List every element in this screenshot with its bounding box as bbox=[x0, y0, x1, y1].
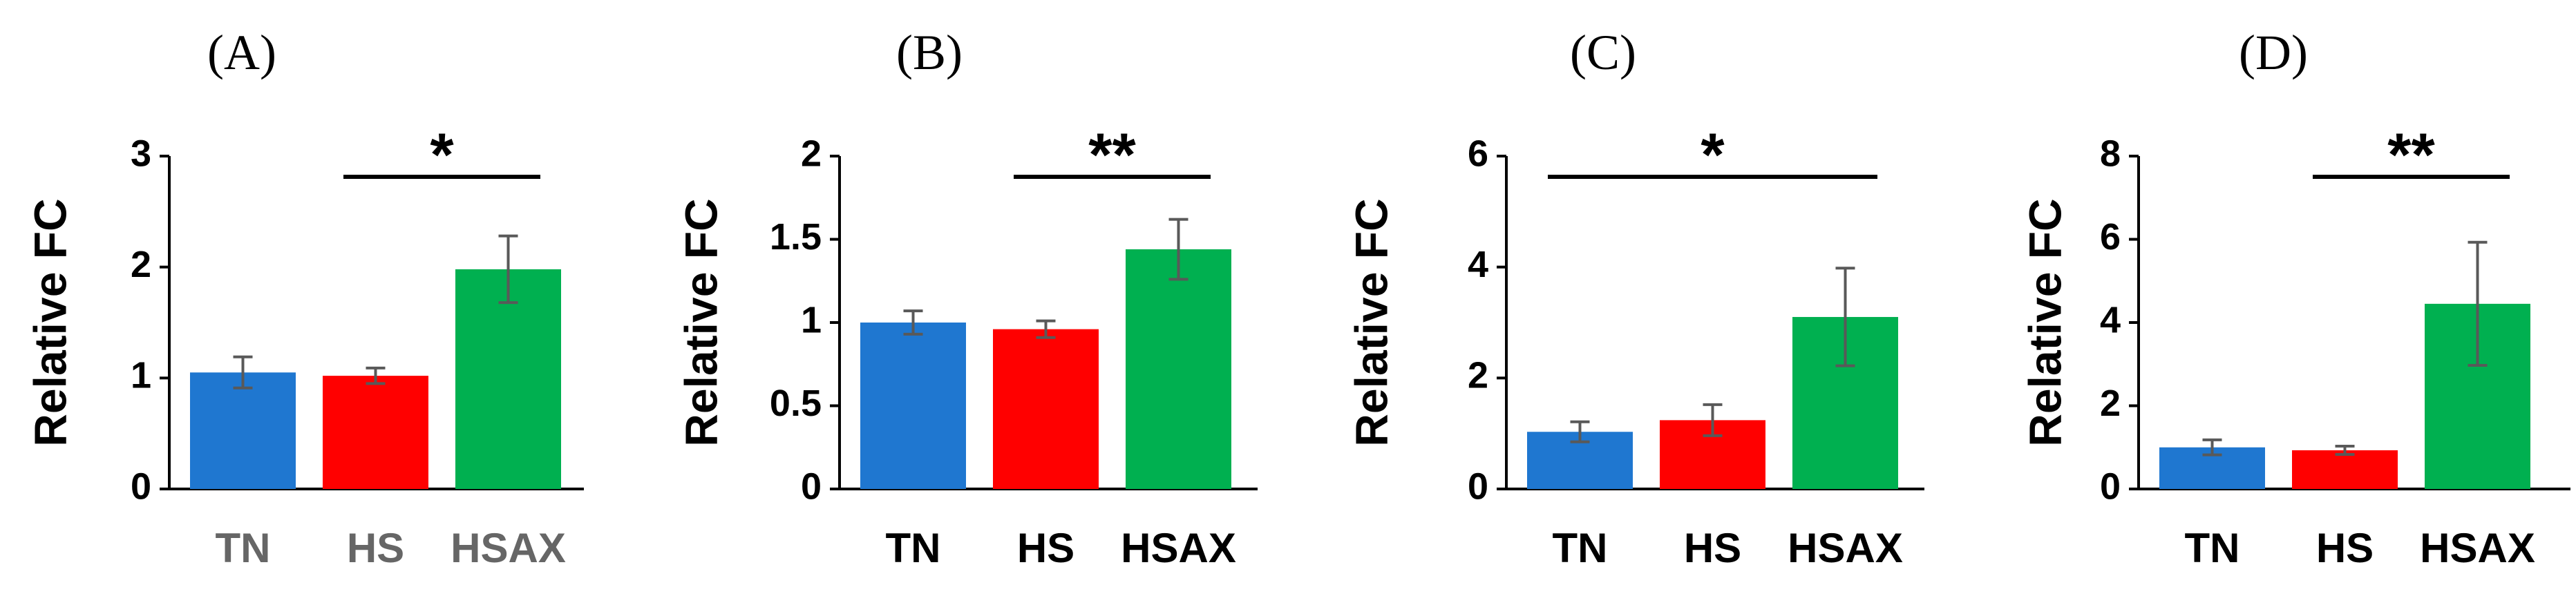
y-tick-label: 6 bbox=[1468, 133, 1488, 174]
y-tick-label: 3 bbox=[131, 133, 151, 174]
y-tick-label: 4 bbox=[1468, 244, 1488, 285]
bar-hsax bbox=[455, 269, 561, 489]
y-tick-label: 1 bbox=[131, 355, 151, 396]
y-tick-label: 0 bbox=[1468, 465, 1488, 507]
panel-label: (A) bbox=[207, 25, 276, 80]
bar-tn bbox=[190, 372, 296, 489]
y-tick-label: 0 bbox=[2100, 465, 2121, 507]
y-tick-label: 0.5 bbox=[770, 383, 822, 424]
y-tick-label: 2 bbox=[2100, 383, 2121, 424]
y-axis-label: Relative FC bbox=[24, 198, 75, 446]
category-label-hsax: HSAX bbox=[1788, 525, 1903, 571]
bar-hs bbox=[2292, 450, 2398, 489]
panel-label: (B) bbox=[896, 25, 963, 80]
y-tick-label: 2 bbox=[1468, 355, 1488, 396]
y-axis-label: Relative FC bbox=[675, 198, 726, 446]
bar-hsax bbox=[1126, 249, 1231, 489]
y-tick-label: 4 bbox=[2100, 299, 2121, 340]
significance-marker: * bbox=[1701, 120, 1725, 189]
bar-hs bbox=[993, 329, 1099, 489]
y-tick-label: 1 bbox=[801, 299, 822, 340]
bar-tn bbox=[860, 323, 966, 489]
category-label-tn: TN bbox=[1553, 525, 1608, 571]
category-label-hsax: HSAX bbox=[2420, 525, 2535, 571]
panel-label: (D) bbox=[2239, 25, 2308, 80]
y-tick-label: 0 bbox=[131, 465, 151, 507]
y-axis-label: Relative FC bbox=[2019, 198, 2070, 446]
y-tick-label: 2 bbox=[131, 244, 151, 285]
significance-marker: * bbox=[430, 120, 454, 189]
category-label-tn: TN bbox=[2185, 525, 2240, 571]
y-axis-label: Relative FC bbox=[1345, 198, 1396, 446]
significance-marker: ** bbox=[2387, 120, 2435, 189]
category-label-hsax: HSAX bbox=[1121, 525, 1236, 571]
y-tick-label: 1.5 bbox=[770, 216, 822, 258]
category-label-hs: HS bbox=[2316, 525, 2374, 571]
category-label-tn: TN bbox=[886, 525, 941, 571]
category-label-hs: HS bbox=[1017, 525, 1074, 571]
y-tick-label: 6 bbox=[2100, 216, 2121, 258]
category-label-hsax: HSAX bbox=[451, 525, 566, 571]
category-label-hs: HS bbox=[1684, 525, 1741, 571]
bar-hs bbox=[323, 376, 428, 489]
y-tick-label: 0 bbox=[801, 465, 822, 507]
category-label-tn: TN bbox=[216, 525, 271, 571]
y-tick-label: 8 bbox=[2100, 133, 2121, 174]
significance-marker: ** bbox=[1088, 120, 1136, 189]
category-label-hs: HS bbox=[347, 525, 404, 571]
panel-label: (C) bbox=[1570, 25, 1636, 80]
y-tick-label: 2 bbox=[801, 133, 822, 174]
